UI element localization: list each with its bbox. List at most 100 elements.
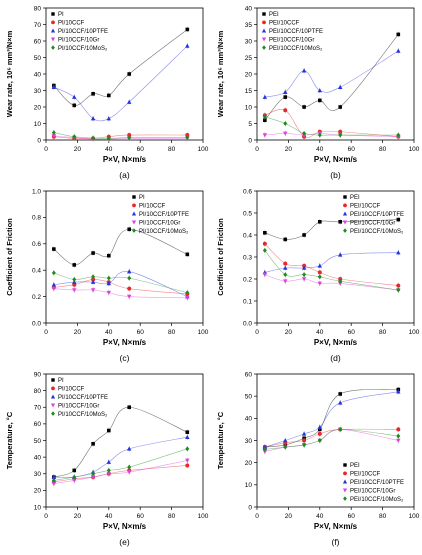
x-axis-label-f: P×V, N×m/s bbox=[314, 522, 358, 531]
series-e-3 bbox=[51, 457, 190, 487]
legend-marker-e bbox=[50, 394, 56, 399]
data-point-b bbox=[302, 131, 307, 136]
data-point-a bbox=[185, 43, 190, 48]
x-tick-label-d: 20 bbox=[285, 329, 293, 336]
legend-label-f: PEI/10CCF/10PTFE bbox=[350, 480, 404, 486]
x-tick-label-e: 40 bbox=[105, 513, 113, 520]
data-point-b bbox=[262, 114, 267, 120]
legend-marker-c bbox=[131, 220, 137, 225]
y-tick-label-c: 0.4 bbox=[32, 268, 41, 275]
legend-marker-a bbox=[50, 28, 56, 33]
y-tick-label-a: 40 bbox=[34, 71, 42, 78]
series-a-2 bbox=[51, 43, 190, 122]
y-tick-label-a: 0 bbox=[37, 137, 41, 144]
data-point-e bbox=[106, 471, 111, 477]
data-point-e bbox=[185, 446, 190, 452]
data-point-d bbox=[283, 272, 288, 277]
plot-frame-d bbox=[256, 190, 415, 324]
data-point-c bbox=[90, 288, 96, 293]
legend-label-e: PI bbox=[58, 378, 64, 384]
data-point-d bbox=[262, 248, 267, 253]
panel-b: 0 20 40 60 80 100 0 5 10 15 20 25 30 35 40 P×V, N×m/s We… bbox=[211, 0, 422, 183]
y-tick-label-b: 10 bbox=[245, 104, 253, 111]
y-axis-label-b: Wear rate, 10⁶ mm³/N×m bbox=[216, 30, 225, 117]
legend-label-c: PI/10CCF bbox=[139, 204, 166, 210]
data-point-b bbox=[302, 105, 306, 109]
x-tick-label-a: 20 bbox=[74, 146, 82, 153]
legend-label-e: PI/10CCF bbox=[58, 387, 85, 393]
legend-label-f: PEI/10CCF/10MoS₂ bbox=[350, 497, 404, 503]
y-tick-label-f: 10 bbox=[245, 482, 253, 489]
plot-frame-c bbox=[45, 190, 204, 324]
series-d-3 bbox=[262, 271, 401, 293]
series-e-0 bbox=[52, 404, 190, 480]
x-tick-label-a: 0 bbox=[44, 146, 48, 153]
legend-marker-c bbox=[132, 228, 136, 233]
data-point-a bbox=[127, 135, 132, 141]
legend-label-a: PI bbox=[58, 12, 64, 18]
data-point-c bbox=[127, 227, 132, 232]
legend-label-b: PEI/10CCF bbox=[269, 21, 300, 27]
data-point-e bbox=[107, 428, 111, 433]
legend-label-e: PI/10CCF/10PTFE bbox=[58, 395, 108, 401]
data-point-d bbox=[396, 217, 401, 222]
legend-marker-a bbox=[51, 45, 55, 50]
legend-b: PEI PEI/10CCF PEI/10CCF/10PTFE PEI/10CCF/10… bbox=[261, 12, 323, 52]
caption-f: (f) bbox=[331, 537, 339, 547]
x-tick-label-d: 0 bbox=[255, 329, 259, 336]
legend-marker-b bbox=[262, 12, 266, 16]
y-tick-label-d: 0.3 bbox=[243, 254, 252, 261]
legend-marker-c bbox=[132, 203, 136, 208]
legend-label-a: PI/10CCF/10Gr bbox=[58, 37, 99, 43]
series-f-0 bbox=[263, 386, 401, 450]
legend-marker-d bbox=[342, 220, 348, 225]
y-tick-label-e: 20 bbox=[34, 488, 42, 495]
data-point-d bbox=[396, 283, 401, 288]
data-point-e bbox=[72, 468, 77, 473]
data-point-d bbox=[262, 241, 267, 246]
data-point-b bbox=[317, 88, 322, 93]
legend-marker-c bbox=[131, 211, 137, 216]
data-point-b bbox=[263, 118, 267, 122]
data-point-e bbox=[127, 405, 132, 410]
chart-f: 0 20 40 60 80 100 0 10 20 30 40 50 60 P×V, N×m/s Tempe… bbox=[216, 371, 420, 547]
y-axis-label-e: Temperature, °C bbox=[5, 411, 14, 469]
data-point-c bbox=[107, 253, 111, 258]
data-point-b bbox=[396, 48, 401, 53]
y-tick-label-b: 35 bbox=[245, 22, 253, 29]
legend-marker-f bbox=[342, 479, 348, 484]
y-axis-label-f: Temperature, °C bbox=[216, 411, 225, 469]
y-tick-label-d: 0.0 bbox=[243, 320, 252, 327]
x-tick-label-d: 40 bbox=[316, 329, 324, 336]
x-tick-label-a: 80 bbox=[168, 146, 176, 153]
x-tick-label-e: 100 bbox=[198, 513, 209, 520]
data-point-b bbox=[317, 132, 322, 138]
x-tick-label-b: 80 bbox=[379, 146, 387, 153]
y-tick-label-d: 0.5 bbox=[243, 210, 252, 217]
data-point-e bbox=[185, 430, 190, 434]
legend-label-d: PEI/10CCF/10Gr bbox=[350, 220, 395, 226]
panel-a: 0 20 40 60 80 100 0 10 20 30 40 50 60 70 80 P×V, N×m/s W… bbox=[0, 0, 211, 183]
legend-label-a: PI/10CCF/10PTFE bbox=[58, 29, 108, 35]
y-tick-label-e: 60 bbox=[34, 421, 42, 428]
data-point-f bbox=[262, 446, 267, 452]
data-point-a bbox=[90, 116, 96, 121]
data-point-e bbox=[127, 464, 132, 470]
data-point-d bbox=[317, 274, 322, 280]
data-point-c bbox=[72, 277, 77, 282]
y-tick-label-f: 30 bbox=[245, 438, 253, 445]
series-d-4 bbox=[262, 247, 401, 293]
data-point-d bbox=[396, 250, 401, 255]
data-point-c bbox=[106, 275, 111, 281]
data-point-f bbox=[283, 444, 288, 450]
data-point-c bbox=[127, 294, 132, 299]
legend-d: PEI PEI/10CCF PEI/10CCF/10PTFE PEI/10CCF/10… bbox=[342, 195, 404, 235]
data-point-b bbox=[262, 94, 268, 99]
data-point-d bbox=[263, 231, 267, 235]
data-point-d bbox=[301, 277, 307, 282]
data-point-e bbox=[106, 468, 111, 473]
data-point-d bbox=[396, 287, 401, 293]
y-tick-label-c: 1.0 bbox=[32, 188, 41, 195]
legend-marker-d bbox=[343, 203, 347, 208]
panel-c: 0 20 40 60 80 100 0.0 0.2 0.4 0.6 0.8 1.0 P×V, N×m/s… bbox=[0, 183, 211, 366]
